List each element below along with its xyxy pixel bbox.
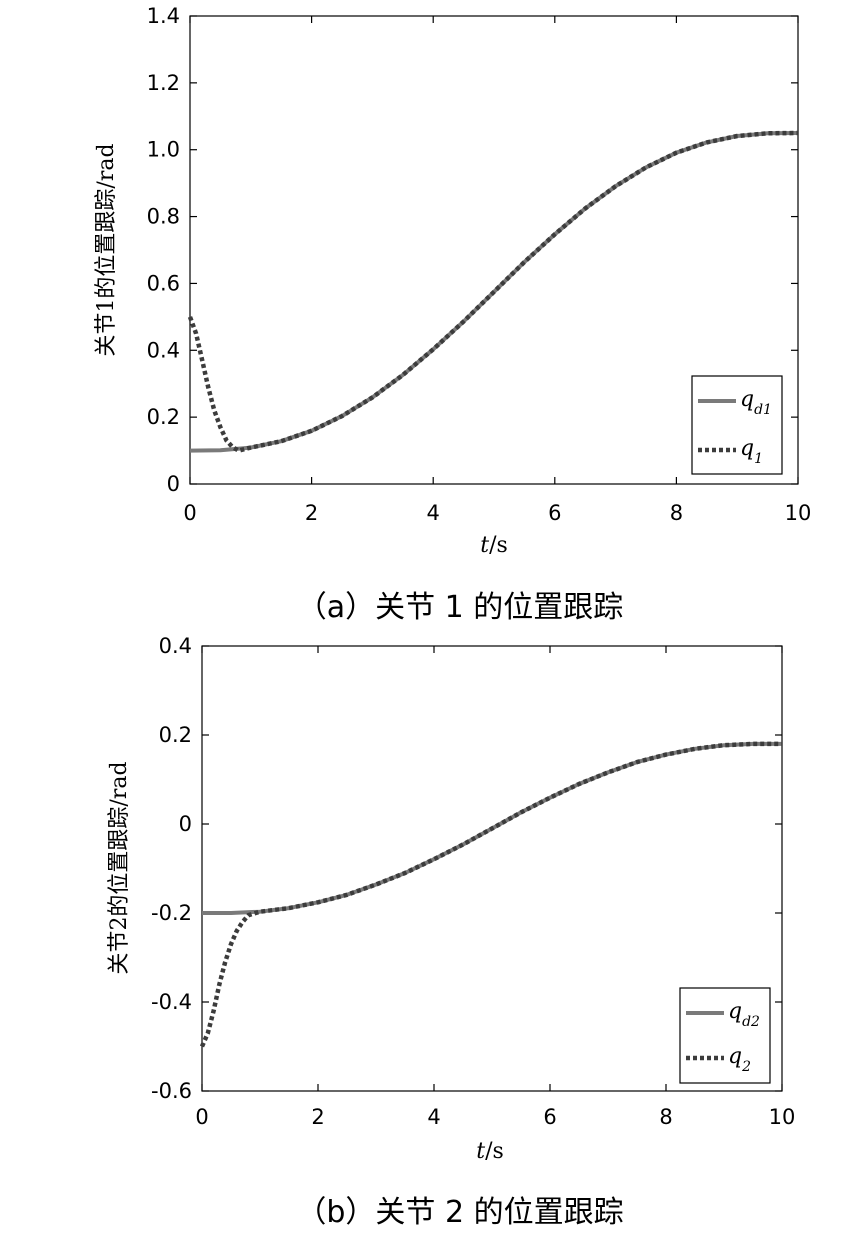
chart-a-xtick-label-1: 2 bbox=[305, 501, 318, 525]
chart-b-xtick-label-4: 8 bbox=[659, 1105, 672, 1129]
chart-a-xlabel: t/s bbox=[480, 533, 508, 558]
chart-b-plot-area bbox=[201, 645, 783, 1092]
chart-a-xlabel-unit: /s bbox=[489, 533, 508, 558]
chart-b-legend: qd2 q2 bbox=[679, 987, 771, 1084]
chart-b-legend-label-q2: q2 bbox=[728, 1044, 751, 1075]
chart-b-xlabel: t/s bbox=[476, 1139, 504, 1164]
chart-a-xtick-label-0: 0 bbox=[183, 501, 196, 525]
chart-a-xtick-label-4: 8 bbox=[670, 501, 683, 525]
chart-a-legend-box bbox=[691, 375, 783, 475]
chart-a-ytick-label-0: 0 bbox=[167, 472, 180, 496]
chart-b-xlabel-unit: /s bbox=[485, 1139, 504, 1164]
chart-b-xtick-label-1: 2 bbox=[311, 1105, 324, 1129]
chart-a-legend-label-q1: q1 bbox=[740, 436, 763, 467]
chart-b-xtick-label-2: 4 bbox=[427, 1105, 440, 1129]
chart-a-xtick-label-2: 4 bbox=[427, 501, 440, 525]
chart-a-ytick-label-1: 0.2 bbox=[147, 405, 180, 429]
chart-a-series-q-1 bbox=[187, 130, 799, 453]
chart-b-xtick-label-0: 0 bbox=[195, 1105, 208, 1129]
chart-b-xtick-label-5: 10 bbox=[769, 1105, 796, 1129]
chart-a-legend-sub-qd1: d1 bbox=[754, 402, 772, 418]
chart-b-legend-sub-qd2: d2 bbox=[742, 1014, 760, 1030]
chart-b-ytick-label-0: -0.6 bbox=[151, 1079, 192, 1103]
chart-b-ticks: 0 2 4 6 8 10 -0.6 -0.4 -0.2 0 0.2 0.4 bbox=[151, 634, 795, 1129]
chart-b-series-q-2 bbox=[199, 741, 782, 1048]
chart-b-ylabel: 关节2的位置跟踪/rad bbox=[107, 761, 132, 974]
chart-a-ytick-label-4: 0.8 bbox=[147, 205, 180, 229]
chart-a-legend-sub-q1: 1 bbox=[754, 451, 763, 467]
chart-a-ytick-label-5: 1.0 bbox=[147, 138, 180, 162]
chart-b-xlabel-var: t bbox=[476, 1139, 485, 1164]
chart-b-series bbox=[199, 741, 782, 1048]
chart-b-ytick-label-4: 0.2 bbox=[159, 723, 192, 747]
chart-a-xlabel-var: t bbox=[480, 533, 489, 558]
chart-a: 0 2 4 6 8 10 0 0.2 0.4 0.6 0.8 1.0 1.2 1.4 关节1的位置跟踪/r… bbox=[94, 4, 811, 625]
chart-a-ytick-label-2: 0.4 bbox=[147, 338, 180, 362]
chart-b-legend-sub-q2: 2 bbox=[741, 1059, 751, 1075]
chart-b-legend-main-qd2: q bbox=[728, 999, 742, 1024]
chart-b-legend-box bbox=[679, 987, 771, 1084]
chart-b-ytick-label-5: 0.4 bbox=[159, 634, 192, 658]
chart-a-ytick-label-3: 0.6 bbox=[147, 271, 180, 295]
chart-b-ytick-label-2: -0.2 bbox=[151, 901, 192, 925]
chart-a-legend-label-qd1: qd1 bbox=[740, 387, 772, 418]
chart-a-xtick-label-3: 6 bbox=[548, 501, 561, 525]
chart-a-ytick-label-7: 1.4 bbox=[147, 4, 180, 28]
chart-a-ticks: 0 2 4 6 8 10 0 0.2 0.4 0.6 0.8 1.0 1.2 1.4 bbox=[147, 4, 812, 525]
chart-b-ytick-label-1: -0.4 bbox=[151, 990, 192, 1014]
chart-a-plot-area bbox=[189, 15, 799, 485]
chart-a-series bbox=[187, 130, 799, 453]
chart-b-xtick-label-3: 6 bbox=[543, 1105, 556, 1129]
chart-a-legend-main-q1: q bbox=[740, 436, 754, 461]
chart-b-legend-label-qd2: qd2 bbox=[728, 999, 760, 1030]
chart-a-legend-main-qd1: q bbox=[740, 387, 754, 412]
chart-b-caption: （b）关节 2 的位置跟踪 bbox=[296, 1195, 623, 1230]
chart-a-ylabel: 关节1的位置跟踪/rad bbox=[94, 143, 119, 356]
chart-a-caption: （a）关节 1 的位置跟踪 bbox=[297, 590, 624, 625]
chart-a-xtick-label-5: 10 bbox=[785, 501, 812, 525]
chart-a-legend: qd1 q1 bbox=[691, 375, 783, 475]
chart-a-ytick-label-6: 1.2 bbox=[147, 71, 180, 95]
chart-b: 0 2 4 6 8 10-0.6-0.4-0.200.20.4 关节2的位置跟踪/rad … bbox=[107, 634, 795, 1230]
chart-b-ytick-label-3: 0 bbox=[179, 812, 192, 836]
chart-b-legend-main-q2: q bbox=[728, 1044, 742, 1069]
